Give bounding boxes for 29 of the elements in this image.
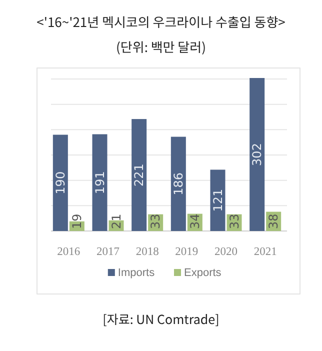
bar bbox=[132, 119, 147, 231]
chart-subtitle: (단위: 백만 달러) bbox=[116, 37, 206, 56]
legend-label: Imports bbox=[118, 267, 156, 279]
x-tick-label: 2017 bbox=[96, 246, 120, 258]
data-label: 221 bbox=[132, 164, 146, 186]
text: [자료: UN Comtrade] bbox=[102, 309, 220, 328]
bar bbox=[250, 78, 265, 231]
data-label: 186 bbox=[171, 172, 186, 196]
x-tick-label: 2020 bbox=[214, 246, 238, 258]
data-label: 38 bbox=[266, 214, 281, 229]
x-tick-label: 2019 bbox=[175, 246, 198, 258]
data-label: 34 bbox=[188, 214, 202, 229]
data-label: 21 bbox=[109, 214, 124, 229]
bar bbox=[210, 170, 226, 231]
data-label: 190 bbox=[53, 171, 68, 194]
data-label: 302 bbox=[250, 143, 264, 166]
chart-title: <'16~'21년 멕시코의 우크라이나 수출입 동향> bbox=[36, 12, 286, 31]
bar bbox=[92, 134, 108, 231]
data-label: 121 bbox=[210, 188, 225, 212]
data-label: 191 bbox=[92, 171, 107, 194]
bar bbox=[170, 136, 186, 231]
data-label: 33 bbox=[227, 214, 242, 229]
legend-label: Exports bbox=[184, 267, 222, 279]
data-label: 19 bbox=[70, 214, 84, 229]
data-label: 33 bbox=[148, 214, 163, 229]
x-tick-label: 2021 bbox=[254, 246, 278, 258]
x-tick-label: 2018 bbox=[136, 246, 160, 258]
x-tick-label: 2016 bbox=[57, 246, 80, 258]
bar bbox=[52, 134, 68, 231]
